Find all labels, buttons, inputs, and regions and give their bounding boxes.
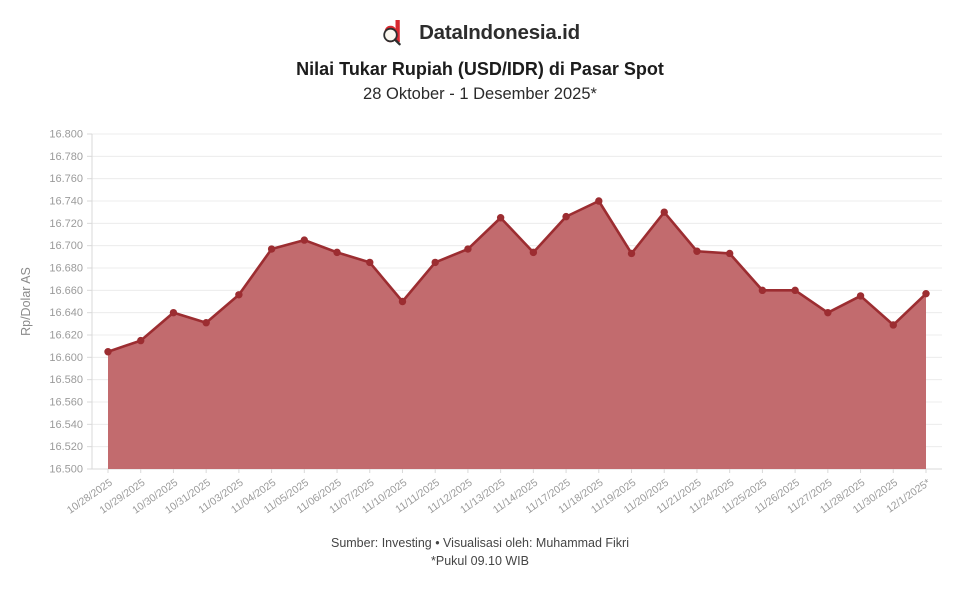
y-tick-label: 16.520: [49, 441, 83, 453]
y-tick-label: 16.640: [49, 307, 83, 319]
data-point: [693, 247, 701, 255]
y-tick-label: 16.780: [49, 151, 83, 163]
data-point: [758, 286, 767, 295]
data-point: [464, 245, 472, 253]
series-line: [106, 199, 928, 354]
data-point: [791, 286, 799, 295]
data-point: [137, 336, 145, 345]
y-tick-label: 16.680: [49, 263, 83, 275]
data-point: [267, 245, 276, 253]
y-tick-label: 16.540: [49, 419, 83, 431]
y-tick-label: 16.600: [49, 352, 83, 364]
data-point: [496, 214, 505, 222]
chart-note: *Pukul 09.10 WIB: [431, 554, 529, 568]
chart-canvas: 16.500 16.520 16.540 16.560 16.580 16.600 16.6…: [19, 129, 942, 517]
data-point: [922, 289, 930, 298]
data-point: [366, 258, 374, 267]
y-tick-label: 16.660: [49, 285, 83, 297]
brand-name: DataIndonesia.id: [419, 21, 580, 44]
data-point: [529, 248, 538, 257]
data-point: [333, 248, 341, 257]
dataindonesia-logo-icon: d: [380, 14, 410, 53]
data-point: [169, 308, 178, 317]
data-point: [300, 236, 309, 244]
data-point: [725, 249, 734, 258]
y-tick-label: 16.800: [49, 129, 83, 141]
data-point: [235, 291, 243, 299]
y-tick-label: 16.700: [49, 240, 83, 252]
brand: d DataIndonesia.id: [0, 14, 960, 53]
data-point: [660, 208, 668, 216]
data-point: [824, 308, 832, 317]
data-point: [856, 292, 865, 300]
chart-footer: Sumber: Investing • Visualisasi oleh: Mu…: [0, 534, 960, 570]
y-tick-label: 16.720: [49, 218, 83, 230]
y-axis-title: Rp/Dolar AS: [19, 267, 33, 336]
data-point: [431, 258, 439, 267]
magnifier-lens-icon: [383, 27, 398, 42]
data-point: [595, 197, 603, 205]
y-tick-label: 16.760: [49, 173, 83, 185]
y-tick-label: 16.500: [49, 464, 83, 476]
data-point: [889, 321, 897, 329]
y-tick-label: 16.740: [49, 196, 83, 208]
chart-source: Sumber: Investing • Visualisasi oleh: Mu…: [330, 536, 630, 550]
usd-idr-area-chart: 16.500 16.520 16.540 16.560 16.580 16.600 16.6…: [0, 118, 960, 532]
page-title: Nilai Tukar Rupiah (USD/IDR) di Pasar Sp…: [296, 59, 664, 79]
data-point: [627, 249, 636, 258]
data-point: [202, 319, 210, 327]
data-point: [562, 212, 570, 221]
data-point: [398, 297, 407, 306]
area-fill: [108, 201, 926, 469]
data-point: [104, 348, 112, 356]
y-tick-label: 16.580: [49, 374, 83, 386]
page-subtitle: 28 Oktober - 1 Desember 2025*: [363, 85, 597, 103]
y-tick-label: 16.620: [49, 330, 83, 342]
magnifier-handle-icon: [393, 37, 401, 45]
y-tick-label: 16.560: [49, 397, 83, 409]
